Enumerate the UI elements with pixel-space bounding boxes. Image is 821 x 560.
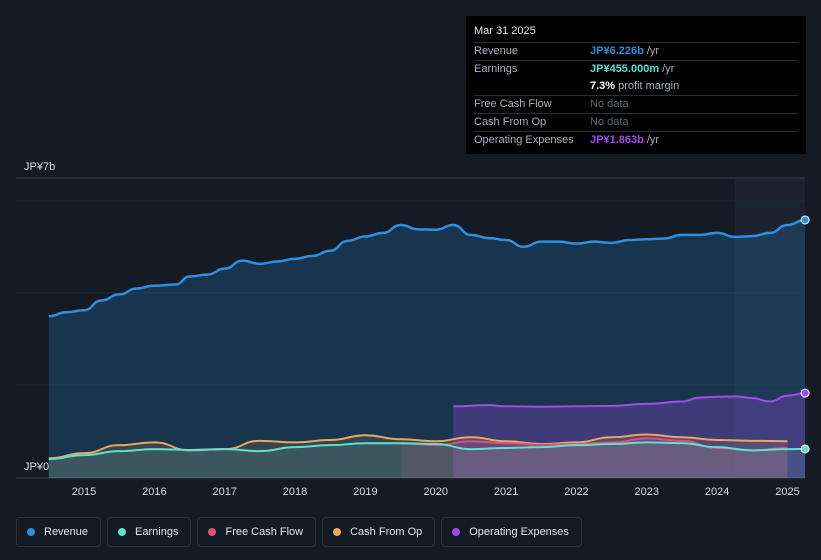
y-axis-top-label: JP¥7b	[24, 161, 55, 173]
legend-dot-icon	[208, 528, 217, 536]
operating-expenses-end-marker	[800, 388, 810, 398]
tooltip-margin-value: 7.3%	[590, 80, 616, 92]
x-tick-label: 2020	[424, 486, 448, 498]
legend-item-revenue[interactable]: Revenue	[16, 517, 102, 547]
tooltip-revenue-unit: /yr	[646, 45, 660, 57]
tooltip-row-margin: 7.3% profit margin	[474, 78, 798, 95]
tooltip-fcf-label: Free Cash Flow	[474, 98, 552, 110]
legend-item-operating-expenses[interactable]: Operating Expenses	[441, 517, 582, 547]
tooltip-margin-text: profit margin	[618, 80, 680, 92]
tooltip-opex-value: JP¥1.863b	[590, 134, 644, 146]
gridlines	[16, 177, 805, 479]
tooltip-cfo-value: No data	[590, 116, 629, 128]
legend-label: Cash From Op	[350, 526, 423, 538]
legend-dot-icon	[452, 528, 461, 536]
tooltip-earnings-label: Earnings	[474, 63, 518, 75]
tooltip-row-opex: Operating Expenses JP¥1.863b /yr	[474, 131, 798, 149]
cash-from-op-line	[48, 433, 788, 460]
x-tick-label: 2019	[353, 486, 377, 498]
legend-dot-icon	[27, 528, 35, 536]
tooltip-revenue-value: JP¥6.226b	[590, 45, 644, 57]
legend-label: Revenue	[44, 526, 89, 538]
tooltip-row-revenue: Revenue JP¥6.226b /yr	[474, 42, 798, 60]
legend-item-cash-from-op[interactable]: Cash From Op	[322, 517, 436, 547]
tooltip-earnings-unit: /yr	[662, 63, 675, 75]
legend-item-earnings[interactable]: Earnings	[107, 517, 192, 547]
y-axis-bottom-label: JP¥0	[24, 461, 49, 473]
tooltip: Mar 31 2025 Revenue JP¥6.226b /yr Earnin…	[466, 16, 806, 154]
x-axis-ticks: 2015 2016 2017 2018 2019 2020 2021 2022 2023 2024…	[72, 486, 800, 498]
legend-label: Operating Expenses	[469, 526, 569, 538]
x-tick-label: 2021	[494, 486, 518, 498]
legend-dot-icon	[118, 528, 127, 536]
tooltip-row-cfo: Cash From Op No data	[474, 113, 798, 131]
x-tick-label: 2015	[72, 486, 96, 498]
tooltip-row-earnings: Earnings JP¥455.000m /yr	[474, 60, 798, 78]
tooltip-earnings-value: JP¥455.000m	[590, 63, 660, 75]
legend-item-free-cash-flow[interactable]: Free Cash Flow	[197, 517, 317, 547]
legend-dot-icon	[333, 528, 342, 536]
revenue-line	[48, 218, 806, 318]
forecast-band	[734, 178, 805, 478]
tooltip-opex-unit: /yr	[646, 134, 660, 146]
revenue-area	[48, 219, 806, 478]
tooltip-row-fcf: Free Cash Flow No data	[474, 95, 798, 113]
legend: Revenue Earnings Free Cash Flow Cash Fro…	[16, 517, 582, 549]
tooltip-opex-label: Operating Expenses	[474, 134, 574, 146]
series-areas	[48, 219, 806, 478]
tooltip-cfo-label: Cash From Op	[474, 116, 547, 128]
series-lines	[48, 218, 806, 461]
tooltip-fcf-value: No data	[590, 98, 629, 110]
legend-label: Free Cash Flow	[225, 526, 304, 538]
revenue-end-marker	[800, 215, 810, 225]
earnings-area	[48, 442, 806, 478]
series-end-markers	[800, 215, 810, 454]
x-tick-label: 2016	[142, 486, 166, 498]
x-tick-label: 2024	[705, 486, 729, 498]
cash-from-op-area	[48, 434, 788, 478]
x-tick-label: 2023	[635, 486, 659, 498]
tooltip-date: Mar 31 2025	[474, 25, 536, 37]
x-tick-label: 2022	[564, 486, 588, 498]
tooltip-revenue-label: Revenue	[474, 45, 519, 57]
x-tick-label: 2018	[283, 486, 307, 498]
x-tick-label: 2025	[775, 486, 799, 498]
earnings-end-marker	[800, 444, 810, 454]
x-tick-label: 2017	[212, 486, 236, 498]
legend-label: Earnings	[135, 526, 179, 538]
